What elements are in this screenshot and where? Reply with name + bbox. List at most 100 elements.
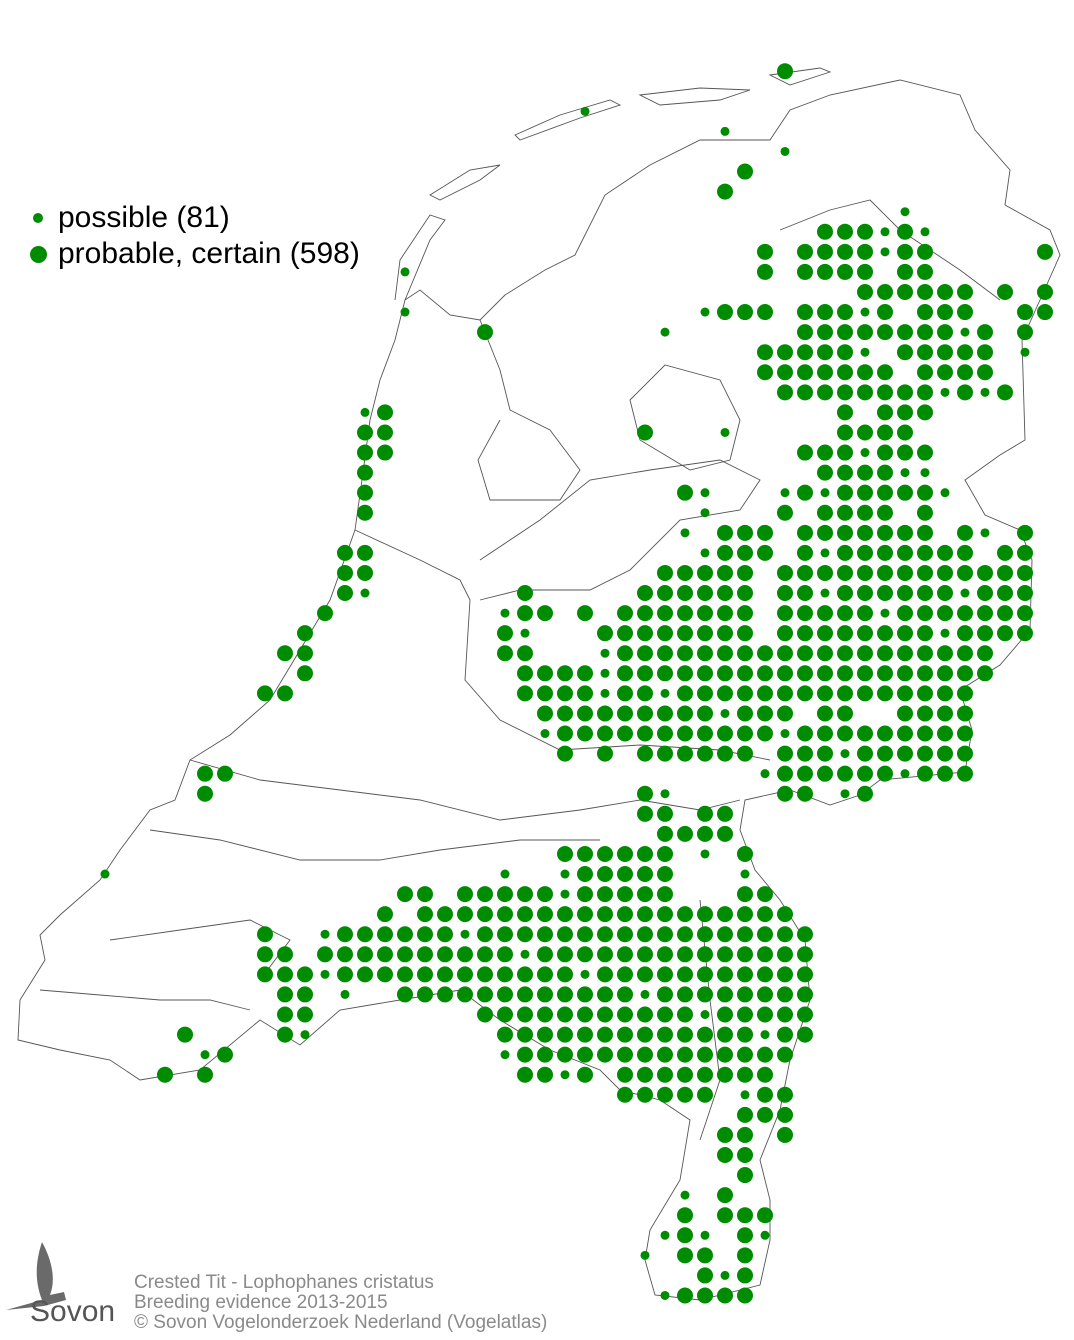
probable-dot: [717, 1207, 733, 1224]
probable-dot: [937, 685, 953, 702]
probable-dot: [897, 484, 913, 501]
probable-dot: [517, 926, 533, 943]
probable-dot: [617, 1006, 633, 1023]
probable-dot: [477, 1006, 493, 1023]
probable-dot: [677, 946, 693, 963]
probable-dot: [817, 645, 833, 662]
probable-dot: [777, 1046, 793, 1063]
probable-dot: [697, 665, 713, 682]
probable-dot: [617, 1086, 633, 1103]
probable-dot: [697, 1026, 713, 1043]
probable-dot: [697, 1287, 713, 1304]
probable-dot: [777, 564, 793, 581]
probable-dot: [1037, 243, 1053, 260]
probable-dot: [697, 1086, 713, 1103]
probable-dot: [837, 444, 853, 461]
probable-dot: [637, 1046, 653, 1063]
probable-dot: [437, 966, 453, 983]
probable-dot: [837, 605, 853, 622]
probable-dot: [557, 845, 573, 862]
probable-dot: [957, 685, 973, 702]
probable-dot: [797, 484, 813, 501]
probable-dot: [277, 966, 293, 983]
probable-dot: [757, 986, 773, 1003]
probable-dot: [877, 645, 893, 662]
probable-dot: [617, 946, 633, 963]
probable-dot: [737, 1046, 753, 1063]
probable-dot: [597, 966, 613, 983]
probable-dot: [877, 404, 893, 421]
probable-dot: [857, 324, 873, 341]
probable-dot: [797, 946, 813, 963]
probable-dot: [197, 765, 213, 782]
probable-dot: [557, 1046, 573, 1063]
probable-dot: [717, 1066, 733, 1083]
probable-dot: [757, 1066, 773, 1083]
probable-dot: [857, 605, 873, 622]
probable-dot: [417, 926, 433, 943]
probable-dot: [917, 665, 933, 682]
probable-dot: [797, 364, 813, 381]
probable-dot: [917, 243, 933, 260]
probable-dot: [337, 544, 353, 561]
probable-dot: [357, 946, 373, 963]
probable-dot: [577, 605, 593, 622]
probable-dot: [817, 685, 833, 702]
probable-dot: [897, 745, 913, 762]
probable-dot: [477, 986, 493, 1003]
probable-dot: [917, 484, 933, 501]
probable-dot: [657, 585, 673, 602]
probable-dot: [917, 705, 933, 722]
probable-dot: [597, 745, 613, 762]
probable-dot: [817, 344, 833, 361]
possible-dot: [740, 1090, 750, 1100]
probable-dot: [817, 263, 833, 280]
probable-dot: [977, 625, 993, 642]
probable-dot: [737, 1207, 753, 1224]
logo-text: Sovon: [30, 1295, 116, 1328]
probable-dot: [897, 384, 913, 401]
probable-dot: [837, 705, 853, 722]
probable-dot: [937, 283, 953, 300]
probable-dot: [857, 484, 873, 501]
probable-dot: [937, 605, 953, 622]
probable-dot: [917, 725, 933, 742]
probable-dot: [657, 946, 673, 963]
possible-dot: [720, 1270, 730, 1280]
probable-dot: [957, 765, 973, 782]
probable-dot: [877, 464, 893, 481]
probable-dot: [617, 665, 633, 682]
probable-dot: [937, 765, 953, 782]
probable-dot: [257, 926, 273, 943]
probable-dot: [857, 504, 873, 521]
probable-dot: [777, 946, 793, 963]
probable-dot: [957, 625, 973, 642]
probable-dot: [277, 1006, 293, 1023]
probable-dot: [977, 665, 993, 682]
probable-dot: [657, 1086, 673, 1103]
probable-dot: [717, 183, 733, 200]
probable-dot: [777, 63, 793, 80]
probable-dot: [757, 1046, 773, 1063]
probable-dot: [917, 384, 933, 401]
probable-dot: [677, 685, 693, 702]
probable-dot: [617, 685, 633, 702]
probable-dot: [757, 946, 773, 963]
probable-dot: [877, 444, 893, 461]
probable-dot: [637, 605, 653, 622]
probable-dot: [1017, 625, 1033, 642]
probable-dot: [617, 926, 633, 943]
probable-dot: [537, 966, 553, 983]
probable-dot: [777, 1086, 793, 1103]
possible-dot: [840, 789, 850, 799]
probable-dot: [617, 886, 633, 903]
probable-dot: [197, 785, 213, 802]
probable-dot: [797, 564, 813, 581]
possible-dot: [720, 427, 730, 437]
probable-dot: [817, 464, 833, 481]
probable-dot: [977, 364, 993, 381]
probable-dot: [837, 645, 853, 662]
probable-dot: [897, 344, 913, 361]
probable-dot: [357, 464, 373, 481]
possible-dot: [920, 468, 930, 478]
